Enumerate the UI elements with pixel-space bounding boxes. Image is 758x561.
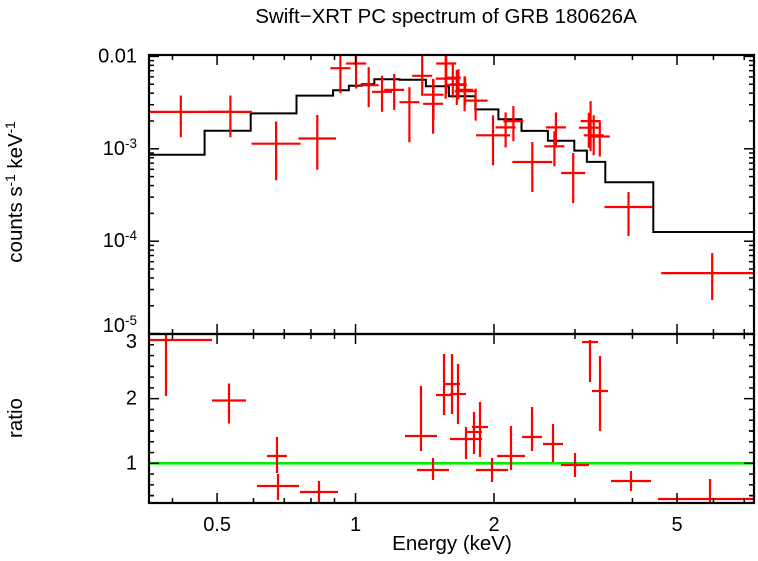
svg-text:2: 2 [126,388,137,410]
svg-text:0.01: 0.01 [98,45,137,67]
svg-text:ratio: ratio [4,398,27,438]
svg-text:3: 3 [126,331,137,353]
svg-text:counts s-1 keV-1: counts s-1 keV-1 [3,121,28,262]
svg-text:5: 5 [671,514,682,536]
svg-text:1: 1 [126,452,137,474]
svg-text:1: 1 [350,514,361,536]
svg-text:0.5: 0.5 [203,514,231,536]
svg-text:Swift−XRT PC spectrum of GRB 1: Swift−XRT PC spectrum of GRB 180626A [255,5,637,28]
svg-text:2: 2 [488,514,499,536]
